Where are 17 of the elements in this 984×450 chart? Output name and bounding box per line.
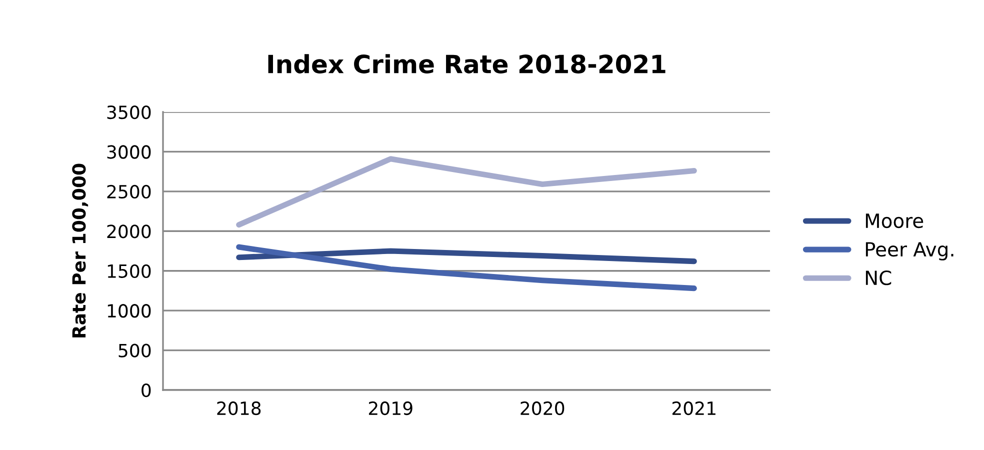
chart-title: Index Crime Rate 2018-2021: [268, 54, 666, 74]
y-tick-label: 1500: [108, 264, 151, 278]
legend-label: Moore: [866, 214, 924, 228]
y-tick-label: 500: [118, 344, 151, 358]
y-tick-label: 2500: [107, 184, 151, 199]
legend-label: Peer Avg.: [866, 242, 954, 260]
x-tick-label: 2018: [217, 401, 261, 416]
x-tick-label: 2020: [520, 401, 564, 416]
x-tick-label: 2019: [368, 401, 412, 416]
y-tick-label: 0: [142, 383, 151, 398]
y-tick-label: 2000: [107, 224, 151, 238]
y-tick-label: 1000: [108, 304, 151, 318]
x-tick-label: 2021: [672, 401, 716, 416]
y-tick-label: 3000: [107, 145, 151, 159]
legend-label: NC: [866, 270, 892, 286]
y-axis-title: Rate Per 100,000: [72, 164, 88, 338]
y-tick-label: 3500: [107, 105, 151, 120]
